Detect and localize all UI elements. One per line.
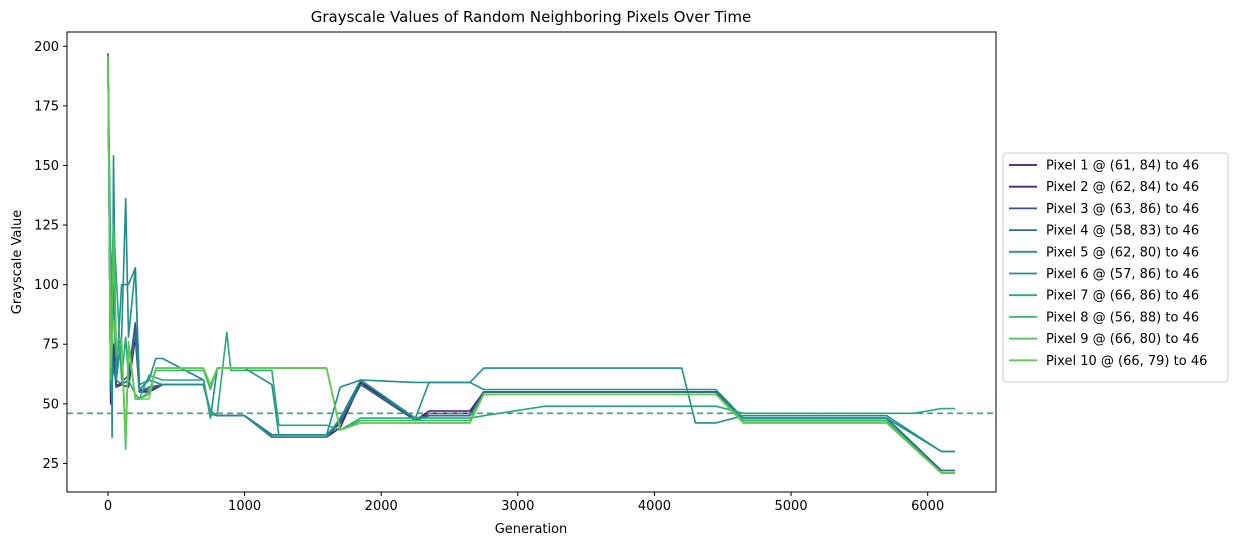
- legend-label-3: Pixel 3 @ (63, 86) to 46: [1046, 202, 1199, 217]
- x-tick-label-0: 0: [104, 499, 112, 514]
- y-axis-label: Grayscale Value: [10, 210, 25, 314]
- series-line-10: [107, 55, 955, 474]
- legend-label-8: Pixel 8 @ (56, 88) to 46: [1046, 310, 1199, 325]
- y-tick-label-4: 125: [34, 219, 59, 234]
- x-tick-label-4: 4000: [638, 499, 671, 514]
- legend-box: [1002, 152, 1229, 383]
- y-tick-label-3: 100: [34, 278, 59, 293]
- y-tick-label-5: 150: [34, 159, 59, 174]
- series-line-1: [107, 55, 955, 474]
- x-axis: 0 1000 2000 3000 4000 5000 6000: [104, 492, 944, 514]
- legend-label-1: Pixel 1 @ (61, 84) to 46: [1046, 159, 1199, 174]
- legend-label-9: Pixel 9 @ (66, 80) to 46: [1046, 332, 1199, 347]
- series-line-7: [107, 58, 955, 431]
- x-axis-label: Generation: [495, 522, 568, 537]
- x-tick-label-3: 3000: [501, 499, 534, 514]
- x-tick-label-2: 2000: [365, 499, 398, 514]
- y-axis: 25 50 75 100 125 150 175 200: [34, 40, 67, 472]
- plot-area: [67, 53, 996, 474]
- series-line-8: [107, 58, 955, 474]
- y-tick-label-2: 75: [42, 338, 59, 353]
- series-line-2: [107, 53, 955, 474]
- y-tick-label-1: 50: [42, 397, 59, 412]
- series-line-4: [107, 58, 955, 472]
- chart-title: Grayscale Values of Random Neighboring P…: [311, 8, 751, 26]
- legend-label-4: Pixel 4 @ (58, 83) to 46: [1046, 224, 1199, 239]
- y-tick-label-6: 175: [34, 99, 59, 114]
- plot-frame: [66, 31, 997, 493]
- legend-label-5: Pixel 5 @ (62, 80) to 46: [1046, 245, 1199, 260]
- x-tick-label-1: 1000: [228, 499, 261, 514]
- legend: Pixel 1 @ (61, 84) to 46 Pixel 2 @ (62, 8…: [1002, 152, 1229, 383]
- legend-label-10: Pixel 10 @ (66, 79) to 46: [1046, 354, 1207, 369]
- series-line-5: [107, 58, 955, 453]
- y-tick-label-7: 200: [34, 40, 59, 55]
- legend-label-7: Pixel 7 @ (66, 86) to 46: [1046, 289, 1199, 304]
- legend-label-6: Pixel 6 @ (57, 86) to 46: [1046, 267, 1199, 282]
- x-tick-label-5: 5000: [775, 499, 808, 514]
- series-line-9: [107, 58, 955, 474]
- legend-label-2: Pixel 2 @ (62, 84) to 46: [1046, 180, 1199, 195]
- y-tick-label-0: 25: [42, 457, 59, 472]
- x-tick-label-6: 6000: [911, 499, 944, 514]
